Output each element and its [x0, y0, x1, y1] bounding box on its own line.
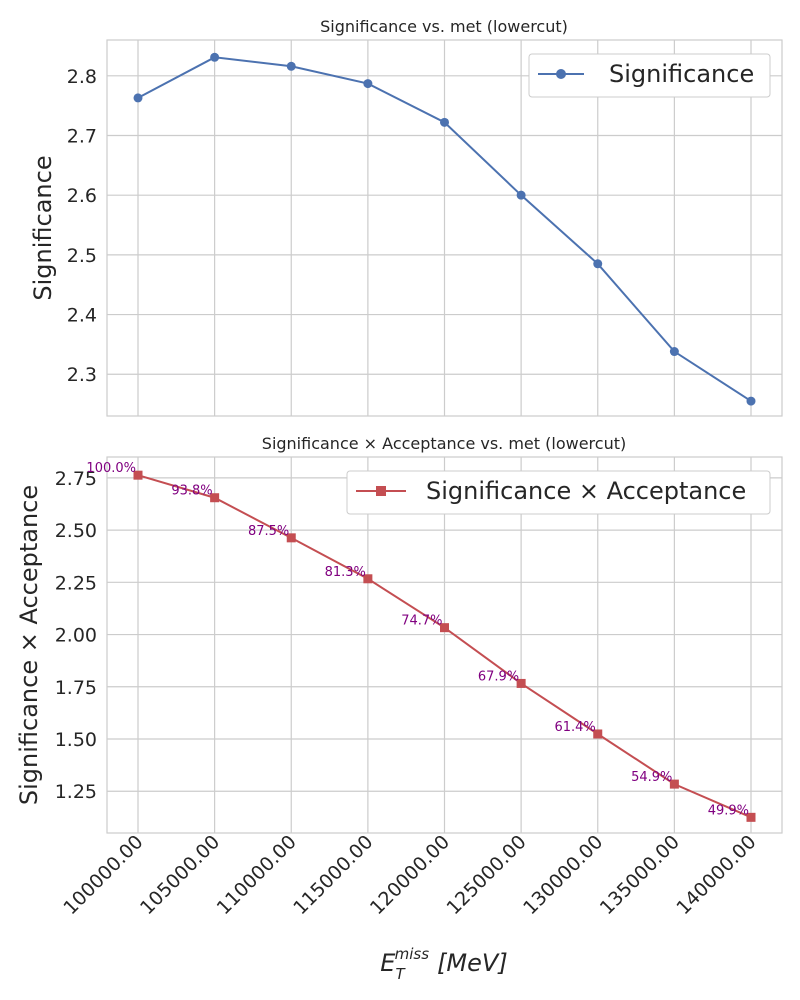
- x-tick-label: 110000.00: [213, 831, 301, 919]
- y-tick-label: 2.5: [67, 245, 97, 267]
- data-point: [746, 812, 756, 822]
- x-axis-label: ETmiss [MeV]: [380, 945, 507, 983]
- x-axis-label-base: E: [380, 949, 396, 977]
- legend-label-significance-acceptance: Significance × Acceptance: [426, 477, 746, 505]
- legend-bottom: Significance × Acceptance: [346, 470, 771, 515]
- y-tick-label: 2.7: [67, 125, 97, 147]
- annotation-label: 87.5%: [248, 524, 289, 539]
- y-axis-label-top: Significance: [29, 155, 57, 300]
- data-point: [440, 117, 449, 127]
- data-point: [286, 61, 296, 71]
- data-point: [669, 779, 679, 789]
- x-tick-label: 105000.00: [136, 831, 224, 919]
- y-tick-label: 2.4: [67, 305, 97, 327]
- data-point: [363, 574, 373, 584]
- annotation-label: 81.3%: [325, 565, 366, 580]
- x-ticks: 100000.00105000.00110000.00115000.001200…: [59, 831, 760, 919]
- x-tick-label: 135000.00: [596, 831, 684, 919]
- y-tick-label: 2.50: [55, 520, 97, 542]
- x-axis-label-sup: miss: [395, 945, 430, 963]
- data-point: [133, 470, 143, 480]
- y-tick-label: 2.75: [55, 468, 97, 490]
- x-axis-label-sub: T: [395, 965, 406, 983]
- chart-title-top: Significance vs. met (lowercut): [320, 17, 568, 36]
- y-ticks-top: 2.3 2.4 2.5 2.6 2.7 2.8: [67, 66, 97, 386]
- data-point: [363, 79, 373, 89]
- data-point: [593, 259, 603, 269]
- annotation-label: 49.9%: [708, 803, 749, 818]
- gridlines-top: [107, 40, 782, 416]
- data-point: [440, 623, 449, 633]
- subplot-significance: Significance vs. met (lowercut) Signific…: [29, 17, 783, 417]
- legend-box-top: [528, 53, 771, 98]
- data-point: [286, 533, 296, 543]
- series-significance: [133, 52, 756, 406]
- data-point: [669, 347, 679, 357]
- annotation-label: 67.9%: [478, 669, 519, 684]
- data-point: [593, 729, 603, 739]
- y-tick-label: 2.3: [67, 364, 97, 386]
- series-significance-acceptance: [133, 470, 756, 822]
- y-tick-label: 2.00: [55, 625, 97, 647]
- annotation-label: 93.8%: [171, 484, 212, 499]
- y-tick-label: 1.50: [55, 729, 97, 751]
- y-tick-label: 2.25: [55, 572, 97, 594]
- chart-title-bottom: Significance × Acceptance vs. met (lower…: [262, 434, 626, 453]
- acceptance-annotations: 100.0% 93.8% 87.5% 81.3% 74.7% 67.9% 61.4% 54.9…: [86, 461, 749, 818]
- y-tick-label: 2.6: [67, 185, 97, 207]
- legend-marker-significance-acceptance: [376, 486, 386, 496]
- y-tick-label: 2.8: [67, 66, 97, 88]
- annotation-label: 61.4%: [554, 720, 595, 735]
- subplot-significance-acceptance: Significance × Acceptance vs. met (lower…: [15, 434, 783, 983]
- data-point: [746, 396, 756, 406]
- legend-label-significance: Significance: [609, 60, 754, 88]
- data-point: [516, 190, 526, 200]
- x-axis-label-unit: [MeV]: [437, 949, 508, 977]
- annotation-label: 54.9%: [631, 770, 672, 785]
- legend-top: Significance: [528, 53, 771, 98]
- annotation-label: 74.7%: [401, 614, 442, 629]
- x-tick-label: 100000.00: [59, 831, 147, 919]
- x-tick-label: 115000.00: [289, 831, 377, 919]
- legend-box-bottom: [346, 470, 771, 515]
- data-point: [210, 493, 220, 503]
- legend-marker-significance: [556, 69, 566, 79]
- x-tick-label: 125000.00: [442, 831, 530, 919]
- data-point: [210, 52, 220, 62]
- annotation-label: 100.0%: [86, 461, 136, 476]
- data-point: [133, 93, 143, 103]
- y-tick-label: 1.25: [55, 781, 97, 803]
- x-tick-label: 140000.00: [672, 831, 760, 919]
- y-tick-label: 1.75: [55, 677, 97, 699]
- x-tick-label: 130000.00: [519, 831, 607, 919]
- x-tick-label: 120000.00: [366, 831, 454, 919]
- y-axis-label-bottom: Significance × Acceptance: [15, 485, 43, 805]
- data-point: [516, 678, 526, 688]
- y-ticks-bottom: 1.25 1.50 1.75 2.00 2.25 2.50 2.75: [55, 468, 97, 803]
